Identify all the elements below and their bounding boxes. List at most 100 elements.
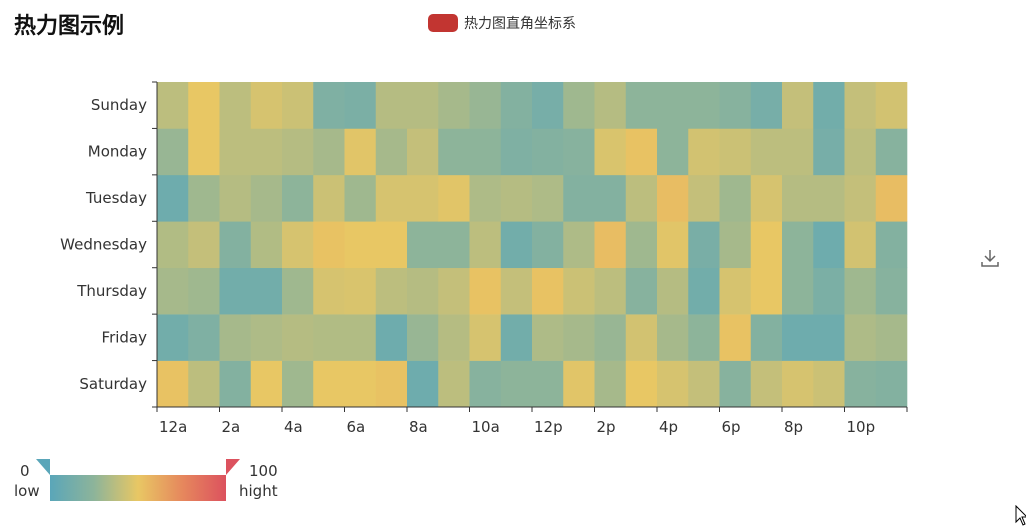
heatmap-cell[interactable] xyxy=(313,360,345,408)
heatmap-cell[interactable] xyxy=(407,267,439,315)
heatmap-cell[interactable] xyxy=(250,128,283,176)
visual-map-bar[interactable] xyxy=(50,475,226,501)
heatmap-cell[interactable] xyxy=(344,221,377,269)
heatmap-cell[interactable] xyxy=(750,221,783,269)
heatmap-cell[interactable] xyxy=(594,82,627,129)
heatmap-cell[interactable] xyxy=(750,82,783,129)
heatmap-cell[interactable] xyxy=(313,267,345,315)
heatmap-cell[interactable] xyxy=(719,267,752,315)
heatmap-cell[interactable] xyxy=(438,174,470,222)
heatmap-cell[interactable] xyxy=(688,267,720,315)
heatmap-cell[interactable] xyxy=(532,221,564,269)
heatmap-cell[interactable] xyxy=(250,174,283,222)
legend-swatch[interactable] xyxy=(428,14,458,32)
heatmap-cell[interactable] xyxy=(750,128,783,176)
heatmap-cell[interactable] xyxy=(500,82,533,129)
heatmap-cell[interactable] xyxy=(188,360,220,408)
heatmap-cell[interactable] xyxy=(282,221,314,269)
heatmap-cell[interactable] xyxy=(219,174,252,222)
heatmap-cell[interactable] xyxy=(250,360,283,408)
heatmap-cell[interactable] xyxy=(532,82,564,129)
heatmap-cell[interactable] xyxy=(282,82,314,129)
heatmap-cell[interactable] xyxy=(688,82,720,129)
heatmap-cell[interactable] xyxy=(844,314,877,361)
heatmap-cell[interactable] xyxy=(625,360,658,408)
heatmap-cell[interactable] xyxy=(688,221,720,269)
heatmap-cell[interactable] xyxy=(875,360,908,408)
heatmap-cell[interactable] xyxy=(375,82,408,129)
heatmap-cell[interactable] xyxy=(719,82,752,129)
heatmap-cell[interactable] xyxy=(219,221,252,269)
heatmap-cell[interactable] xyxy=(500,267,533,315)
heatmap-cell[interactable] xyxy=(532,128,564,176)
heatmap-cell[interactable] xyxy=(157,267,189,315)
heatmap-cell[interactable] xyxy=(219,267,252,315)
heatmap-cell[interactable] xyxy=(469,221,502,269)
heatmap-cell[interactable] xyxy=(563,267,595,315)
heatmap-cell[interactable] xyxy=(844,128,877,176)
heatmap-cell[interactable] xyxy=(157,82,189,129)
heatmap-cell[interactable] xyxy=(782,221,814,269)
heatmap-cell[interactable] xyxy=(407,174,439,222)
heatmap-cell[interactable] xyxy=(407,221,439,269)
heatmap-cell[interactable] xyxy=(813,360,845,408)
heatmap-cell[interactable] xyxy=(532,314,564,361)
visual-map-max-handle[interactable] xyxy=(226,459,240,475)
heatmap-cell[interactable] xyxy=(188,128,220,176)
heatmap-cell[interactable] xyxy=(282,314,314,361)
heatmap-cell[interactable] xyxy=(813,314,845,361)
heatmap-cell[interactable] xyxy=(625,174,658,222)
heatmap-cell[interactable] xyxy=(438,128,470,176)
heatmap-cell[interactable] xyxy=(157,174,189,222)
heatmap-cell[interactable] xyxy=(594,221,627,269)
heatmap-cell[interactable] xyxy=(875,314,908,361)
heatmap-cell[interactable] xyxy=(782,174,814,222)
heatmap-cell[interactable] xyxy=(344,128,377,176)
heatmap-cell[interactable] xyxy=(750,267,783,315)
heatmap-cell[interactable] xyxy=(719,360,752,408)
heatmap-cell[interactable] xyxy=(625,267,658,315)
heatmap-cell[interactable] xyxy=(813,267,845,315)
heatmap-cell[interactable] xyxy=(469,82,502,129)
heatmap-cell[interactable] xyxy=(344,267,377,315)
heatmap-cell[interactable] xyxy=(188,314,220,361)
heatmap-cell[interactable] xyxy=(844,360,877,408)
heatmap-cell[interactable] xyxy=(375,174,408,222)
visual-map-min-handle[interactable] xyxy=(36,459,50,475)
heatmap-cell[interactable] xyxy=(250,221,283,269)
heatmap-cell[interactable] xyxy=(438,360,470,408)
heatmap-cell[interactable] xyxy=(813,221,845,269)
heatmap-cell[interactable] xyxy=(500,360,533,408)
heatmap-cell[interactable] xyxy=(219,128,252,176)
heatmap-cell[interactable] xyxy=(532,174,564,222)
heatmap-cell[interactable] xyxy=(688,314,720,361)
heatmap-cell[interactable] xyxy=(625,221,658,269)
heatmap-cell[interactable] xyxy=(282,128,314,176)
heatmap-cell[interactable] xyxy=(157,128,189,176)
heatmap-cell[interactable] xyxy=(875,128,908,176)
heatmap-cell[interactable] xyxy=(782,267,814,315)
heatmap-cell[interactable] xyxy=(594,267,627,315)
heatmap-cell[interactable] xyxy=(188,267,220,315)
heatmap-cell[interactable] xyxy=(282,267,314,315)
heatmap-cell[interactable] xyxy=(844,267,877,315)
heatmap-cell[interactable] xyxy=(657,314,689,361)
heatmap-cell[interactable] xyxy=(563,360,595,408)
heatmap-cell[interactable] xyxy=(657,267,689,315)
heatmap-cell[interactable] xyxy=(688,174,720,222)
heatmap-cell[interactable] xyxy=(157,314,189,361)
heatmap-cell[interactable] xyxy=(407,360,439,408)
heatmap-cell[interactable] xyxy=(750,360,783,408)
heatmap-cell[interactable] xyxy=(313,221,345,269)
heatmap-cell[interactable] xyxy=(282,360,314,408)
heatmap-cell[interactable] xyxy=(625,82,658,129)
heatmap-cell[interactable] xyxy=(594,314,627,361)
heatmap-cell[interactable] xyxy=(375,267,408,315)
heatmap-cell[interactable] xyxy=(750,314,783,361)
heatmap-cell[interactable] xyxy=(688,128,720,176)
heatmap-cell[interactable] xyxy=(844,221,877,269)
heatmap-cell[interactable] xyxy=(719,174,752,222)
heatmap-cell[interactable] xyxy=(407,128,439,176)
heatmap-cell[interactable] xyxy=(344,82,377,129)
heatmap-cell[interactable] xyxy=(344,314,377,361)
